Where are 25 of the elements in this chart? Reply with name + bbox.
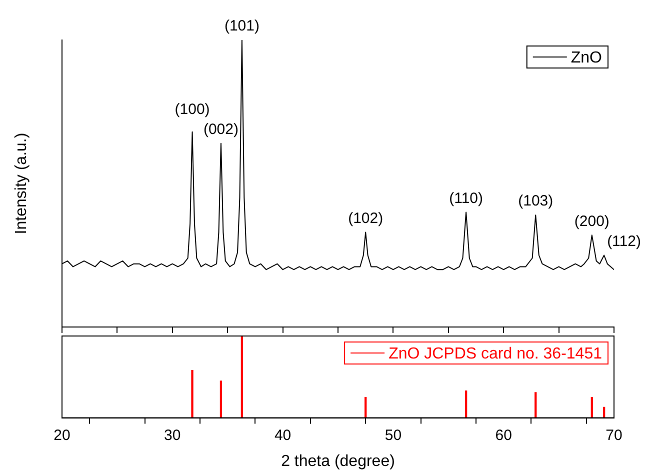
- annotation: (103): [518, 192, 554, 210]
- annotation: (101): [224, 18, 260, 35]
- annotation: (002): [203, 120, 238, 138]
- bar: [464, 390, 468, 418]
- annotation: (102): [348, 210, 384, 227]
- legend-label: ZnO JCPDS card no. 36-1451: [388, 345, 602, 362]
- x-tick-label: 50: [384, 426, 402, 444]
- y-axis-title: Intensity (a.u.): [13, 132, 30, 234]
- x-tick-label: 40: [274, 426, 292, 444]
- x-tick-label: 30: [164, 426, 181, 444]
- x-tick-label: 70: [606, 426, 622, 444]
- annotation: (100): [174, 100, 210, 118]
- annotation: (110): [449, 190, 484, 207]
- x-tick-label: 20: [54, 426, 70, 444]
- bar: [220, 380, 222, 418]
- annotation: (200): [574, 212, 610, 230]
- bar: [534, 392, 537, 418]
- bar: [364, 397, 367, 418]
- bar: [191, 370, 194, 418]
- x-tick-label: 60: [495, 426, 512, 444]
- x-axis-title: 2 theta (degree): [281, 452, 395, 470]
- bar: [590, 397, 593, 418]
- annotation: (112): [607, 232, 641, 250]
- bar: [240, 336, 244, 418]
- legend-label: ZnO: [570, 49, 602, 66]
